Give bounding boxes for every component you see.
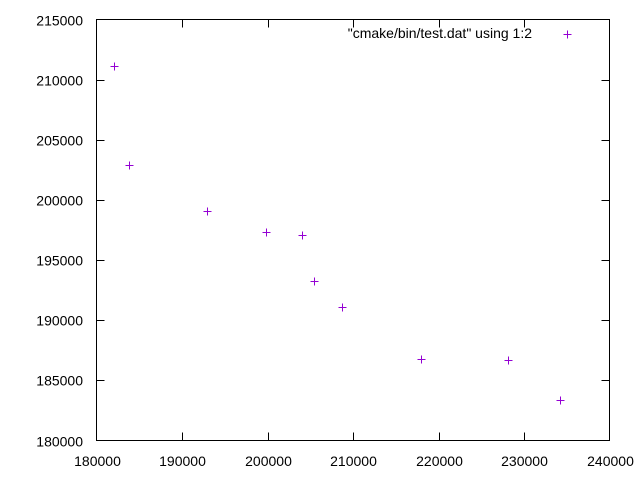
y-tick-label: 210000 <box>36 73 83 89</box>
data-point <box>310 277 319 286</box>
legend-marker-symbol <box>563 30 572 39</box>
legend-marker <box>563 30 572 39</box>
y-tick-label: 180000 <box>36 434 83 450</box>
data-point <box>556 396 565 405</box>
x-tick-label: 240000 <box>587 453 634 469</box>
x-axis: 180000 190000 200000 210000 220000 230000 2400… <box>74 19 634 469</box>
y-axis: 180000 185000 190000 195000 200000 205000 2100… <box>36 13 610 450</box>
data-point <box>125 161 134 170</box>
y-tick-label: 205000 <box>36 133 83 149</box>
x-tick-label: 220000 <box>416 453 463 469</box>
plot-frame <box>96 19 610 441</box>
x-tick-label: 200000 <box>245 453 292 469</box>
data-point <box>338 303 347 312</box>
x-tick-label: 190000 <box>159 453 206 469</box>
x-tick-label: 210000 <box>330 453 377 469</box>
data-point <box>298 231 307 240</box>
data-points <box>110 62 565 405</box>
y-tick-label: 185000 <box>36 373 83 389</box>
x-tick-label: 180000 <box>74 453 121 469</box>
y-tick-label: 195000 <box>36 253 83 269</box>
data-point <box>504 356 513 365</box>
y-tick-label: 190000 <box>36 313 83 329</box>
legend-label: "cmake/bin/test.dat" using 1:2 <box>348 25 532 41</box>
legend: "cmake/bin/test.dat" using 1:2 <box>348 25 572 41</box>
data-point <box>262 228 271 237</box>
x-tick-label: 230000 <box>501 453 548 469</box>
data-point <box>417 355 426 364</box>
data-point <box>110 62 119 71</box>
data-point <box>203 207 212 216</box>
y-tick-label: 215000 <box>36 13 83 29</box>
y-tick-label: 200000 <box>36 193 83 209</box>
